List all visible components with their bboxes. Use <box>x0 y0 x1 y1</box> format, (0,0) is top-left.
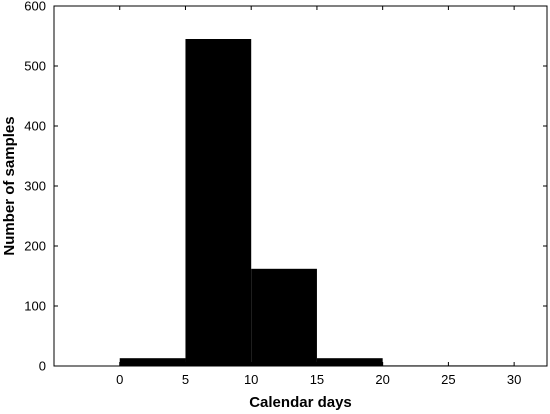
histogram-bar-0-5 <box>119 358 186 366</box>
y-tick-label: 0 <box>39 359 46 374</box>
x-axis-title: Calendar days <box>249 394 352 411</box>
y-axis-title: Number of samples <box>1 116 18 255</box>
x-tick-label: 20 <box>375 372 389 387</box>
y-tick-label: 200 <box>24 239 46 254</box>
y-tick-label: 500 <box>24 59 46 74</box>
x-tick-label: 15 <box>310 372 324 387</box>
x-tick-label: 0 <box>116 372 123 387</box>
x-tick-label: 10 <box>244 372 258 387</box>
bars-layer <box>119 39 515 366</box>
y-tick-label: 100 <box>24 299 46 314</box>
x-tick-label: 30 <box>507 372 521 387</box>
histogram-bar-15-20 <box>316 358 383 366</box>
x-tick-label: 5 <box>182 372 189 387</box>
ticks-layer <box>54 5 547 367</box>
y-tick-label: 400 <box>24 119 46 134</box>
histogram-bar-5-10 <box>185 39 252 366</box>
y-tick-label: 300 <box>24 179 46 194</box>
y-tick-label: 600 <box>24 0 46 14</box>
histogram-bar-10-15 <box>251 268 317 366</box>
x-tick-label: 25 <box>441 372 455 387</box>
